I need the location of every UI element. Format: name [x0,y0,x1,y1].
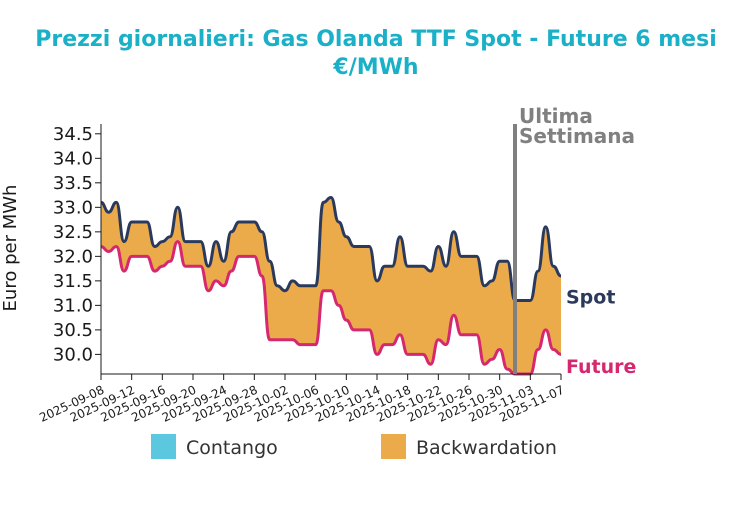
spot-line [101,196,561,302]
plot-area [101,196,561,376]
series-label-future: Future [566,356,636,378]
legend-label-backwardation: Backwardation [416,437,557,459]
annotation: Ultima Settimana [513,104,635,374]
backwardation-band [101,197,561,375]
y-tick-label: 31.0 [53,295,93,316]
annotation-label-line2: Settimana [519,124,635,148]
y-tick-label: 30.0 [53,344,93,365]
y-tick-label: 30.5 [53,320,93,341]
y-tick-label: 32.5 [53,222,93,243]
legend-label-contango: Contango [186,437,278,459]
chart-title: Prezzi giornalieri: Gas Olanda TTF Spot … [35,27,717,52]
annotation-label-line1: Ultima [519,104,593,128]
chart-subtitle: €/MWh [332,55,418,80]
x-axis: 2025-09-082025-09-122025-09-162025-09-20… [37,373,566,425]
legend-swatch-backwardation [381,434,406,459]
y-axis-label: Euro per MWh [0,185,21,312]
y-tick-label: 33.5 [53,173,93,194]
y-tick-label: 34.5 [53,124,93,145]
y-tick-label: 31.5 [53,271,93,292]
legend-swatch-contango [151,434,176,459]
y-tick-label: 32.0 [53,246,93,267]
y-tick-label: 33.0 [53,197,93,218]
future-line [101,240,561,376]
legend: Contango Backwardation [151,434,557,459]
series-label-spot: Spot [566,287,615,309]
y-tick-label: 34.0 [53,148,93,169]
y-axis: 30.0 30.5 31.0 31.5 32.0 32.5 33.0 33.5 34.0 34.5 [53,124,102,374]
